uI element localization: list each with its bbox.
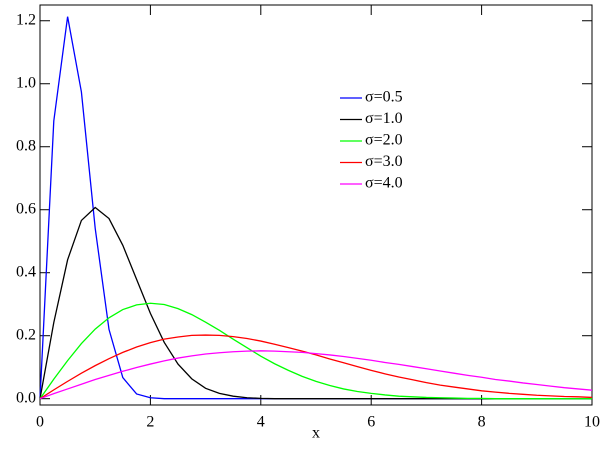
y-tick-label: 0.2 (16, 326, 36, 343)
y-tick-label: 1.0 (16, 74, 36, 91)
x-axis-label: x (312, 425, 320, 442)
legend-label: σ=2.0 (365, 132, 403, 149)
legend-label: σ=1.0 (365, 110, 403, 127)
plot-frame (39, 4, 593, 406)
x-tick-label: 0 (36, 414, 44, 431)
x-tick-label: 4 (257, 414, 265, 431)
legend-label: σ=4.0 (365, 175, 403, 192)
y-tick-label: 0.8 (16, 137, 36, 154)
series-line (39, 206, 592, 400)
x-tick-label: 8 (478, 414, 486, 431)
series-line (39, 302, 592, 400)
series-line (39, 16, 592, 400)
y-tick-label: 0.0 (16, 389, 36, 406)
series-line (39, 334, 593, 400)
x-tick-label: 2 (146, 414, 154, 431)
legend-label: σ=3.0 (365, 153, 403, 170)
y-tick-label: 1.2 (16, 11, 36, 28)
series-line (39, 350, 593, 400)
x-tick-label: 10 (584, 414, 600, 431)
y-tick-label: 0.4 (16, 263, 36, 280)
legend-label: σ=0.5 (365, 89, 403, 106)
y-tick-label: 0.6 (16, 200, 36, 217)
x-tick-label: 6 (367, 414, 375, 431)
